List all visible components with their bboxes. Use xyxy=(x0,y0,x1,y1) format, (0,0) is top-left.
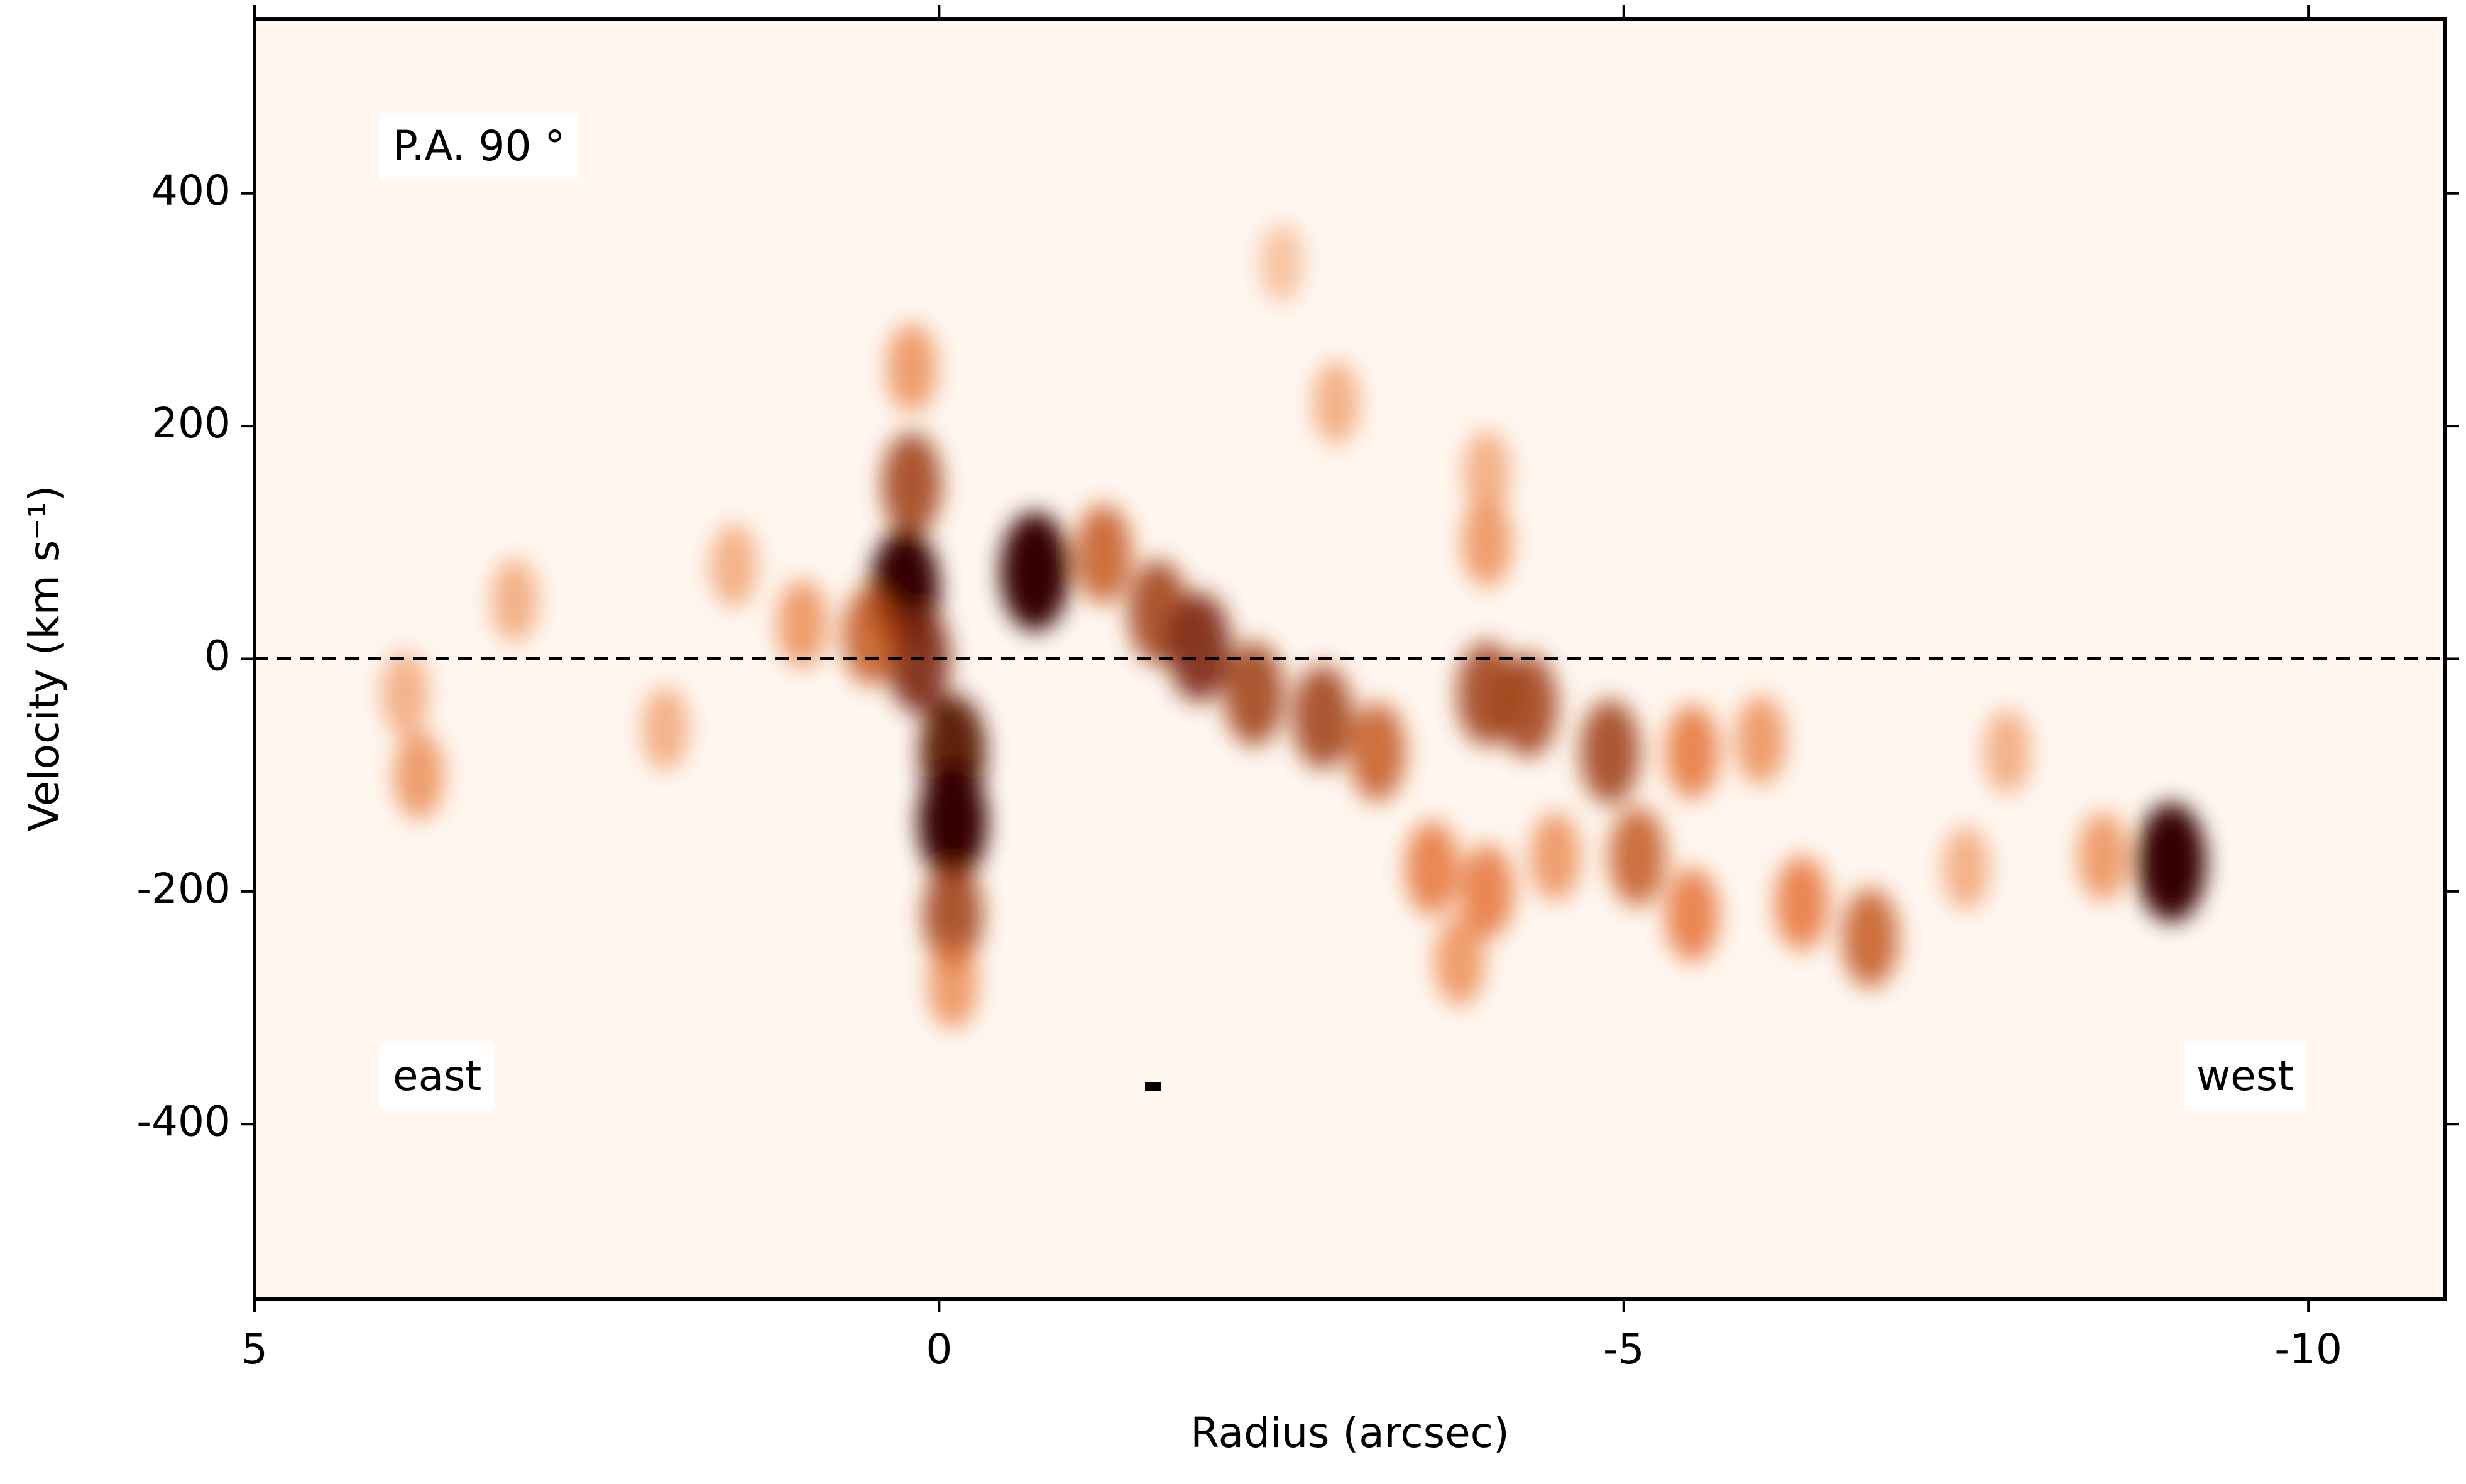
emission-knot xyxy=(1000,511,1070,631)
emission-knot xyxy=(1530,812,1581,902)
y-tick-label: 0 xyxy=(204,632,231,680)
y-tick-label: 200 xyxy=(151,399,231,447)
annotation: west xyxy=(2196,1052,2294,1100)
x-axis-label: Radius (arcsec) xyxy=(1190,1409,1509,1457)
annotation-box xyxy=(380,113,578,180)
emission-knot xyxy=(1735,696,1786,785)
emission-knot xyxy=(1942,826,1990,910)
emission-knot xyxy=(1775,856,1829,951)
emission-knot xyxy=(1609,807,1666,907)
emission-knot xyxy=(2137,802,2206,922)
emission-knot xyxy=(1312,361,1360,445)
annotation: east xyxy=(393,1052,481,1100)
emission-knot xyxy=(1349,702,1406,802)
emission-knot xyxy=(886,323,937,413)
emission-knot xyxy=(710,523,758,608)
y-tick-label: 400 xyxy=(151,166,231,215)
emission-knot xyxy=(1460,844,1514,939)
emission-knot xyxy=(1665,867,1719,962)
emission-knot xyxy=(1463,430,1511,515)
emission-knot xyxy=(642,686,689,771)
x-tick-label: -10 xyxy=(2274,1325,2342,1373)
emission-knot xyxy=(928,940,978,1030)
emission-knot xyxy=(842,586,899,685)
y-tick-label: -400 xyxy=(136,1097,231,1145)
y-tick-label: -200 xyxy=(136,865,231,913)
emission-knot xyxy=(1841,888,1899,988)
emission-knot xyxy=(1075,504,1132,604)
emission-knot xyxy=(777,579,828,668)
beam-marker xyxy=(1145,1082,1161,1091)
emission-knot xyxy=(1168,592,1231,702)
emission-knot xyxy=(1434,916,1485,1006)
x-tick-label: 5 xyxy=(241,1325,268,1373)
emission-knot xyxy=(1461,498,1512,587)
x-tick-label: 0 xyxy=(926,1325,952,1373)
annotation-box xyxy=(380,1043,495,1110)
emission-knot xyxy=(1259,223,1304,303)
emission-knot xyxy=(1665,704,1719,799)
emission-knot xyxy=(393,730,444,820)
emission-knot xyxy=(918,761,988,881)
emission-knot xyxy=(2078,812,2129,902)
emission-knot xyxy=(381,652,429,736)
emission-knot xyxy=(1580,699,1640,804)
emission-knot xyxy=(1292,665,1352,770)
emission-knot xyxy=(491,558,539,643)
emission-knot xyxy=(1224,641,1284,746)
emission-knot xyxy=(1405,821,1459,915)
y-axis-label: Velocity (km s⁻¹) xyxy=(20,486,68,832)
emission-knot xyxy=(1498,653,1558,758)
annotation: P.A. 90 ° xyxy=(393,122,565,170)
emission-knot xyxy=(923,862,983,967)
emission-knot xyxy=(1983,709,2031,794)
emission-knot xyxy=(882,432,942,537)
x-tick-label: -5 xyxy=(1603,1325,1645,1373)
annotation-box xyxy=(2184,1043,2306,1110)
emission xyxy=(381,223,2206,1030)
